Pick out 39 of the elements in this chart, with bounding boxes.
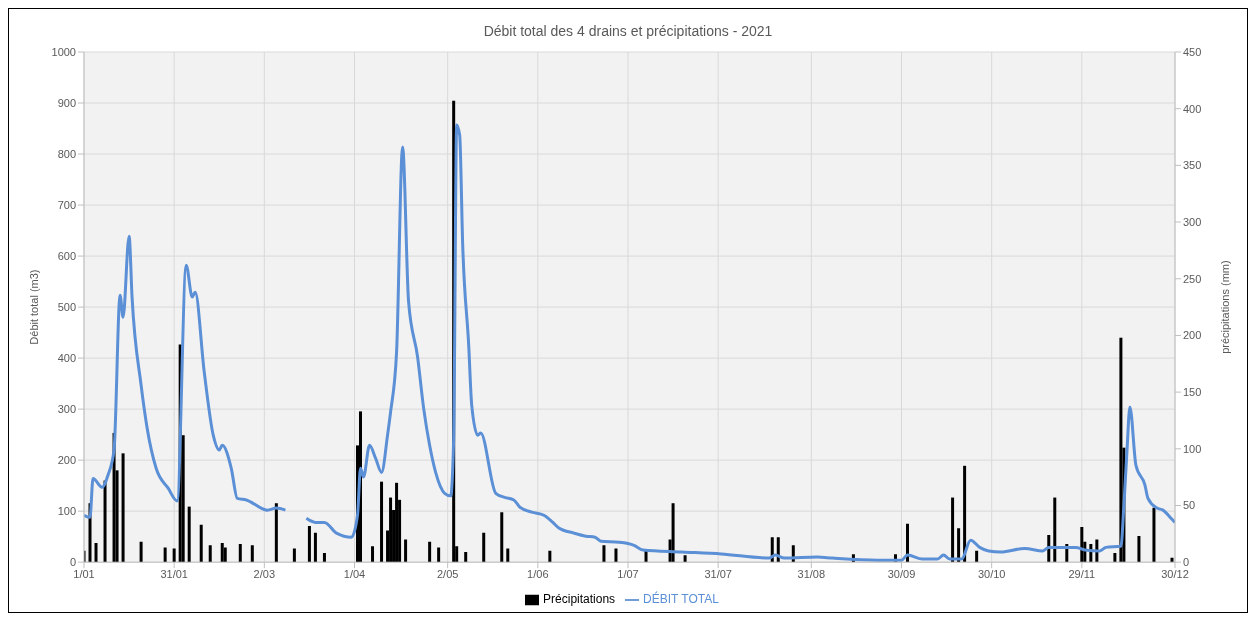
x-tick-label: 1/06 (527, 567, 549, 580)
x-tick-label: 31/08 (797, 567, 826, 580)
y-tick-label: 500 (57, 300, 76, 313)
x-tick-label: 30/09 (887, 567, 916, 580)
x-tick-label: 1/04 (343, 567, 366, 580)
x-tick-label: 30/10 (977, 567, 1006, 580)
y2-tick-label: 300 (1183, 215, 1202, 228)
y-tick-label: 600 (57, 249, 76, 262)
y-axis-title: Débit total (m3) (27, 269, 40, 345)
x-tick-label: 2/03 (253, 567, 276, 580)
y2-tick-label: 50 (1183, 499, 1196, 512)
y-tick-label: 400 (57, 352, 76, 365)
y-tick-label: 300 (57, 403, 76, 416)
y-tick-label: 900 (57, 96, 76, 109)
y2-tick-label: 150 (1183, 386, 1202, 399)
y-tick-label: 0 (69, 556, 76, 569)
y2-tick-label: 250 (1183, 272, 1202, 285)
y-tick-label: 700 (57, 198, 76, 211)
x-tick-label: 1/07 (617, 567, 639, 580)
y2-tick-label: 450 (1183, 45, 1202, 58)
x-tick-label: 31/07 (704, 567, 732, 580)
y2-tick-label: 350 (1183, 159, 1202, 172)
y2-tick-label: 200 (1183, 329, 1202, 342)
y-tick-label: 100 (57, 505, 76, 518)
x-tick-label: 29/11 (1068, 567, 1096, 580)
legend-label: DÉBIT TOTAL (643, 592, 719, 607)
y2-tick-label: 100 (1183, 442, 1202, 455)
y2-axis-title: précipitations (mm) (1218, 260, 1231, 354)
y-tick-label: 200 (57, 454, 76, 467)
chart-title: Débit total des 4 drains et précipitations - 2021 (482, 22, 774, 41)
y-tick-label: 800 (57, 147, 76, 160)
y-tick-label: 1000 (51, 45, 76, 58)
legend-label: Précipitations (543, 592, 616, 607)
x-tick-label: 1/01 (73, 567, 95, 580)
x-tick-label: 2/05 (436, 567, 459, 580)
y2-tick-label: 400 (1183, 102, 1202, 115)
x-tick-label: 30/12 (1161, 567, 1189, 580)
y2-tick-label: 0 (1183, 556, 1190, 569)
x-tick-label: 31/01 (160, 567, 188, 580)
